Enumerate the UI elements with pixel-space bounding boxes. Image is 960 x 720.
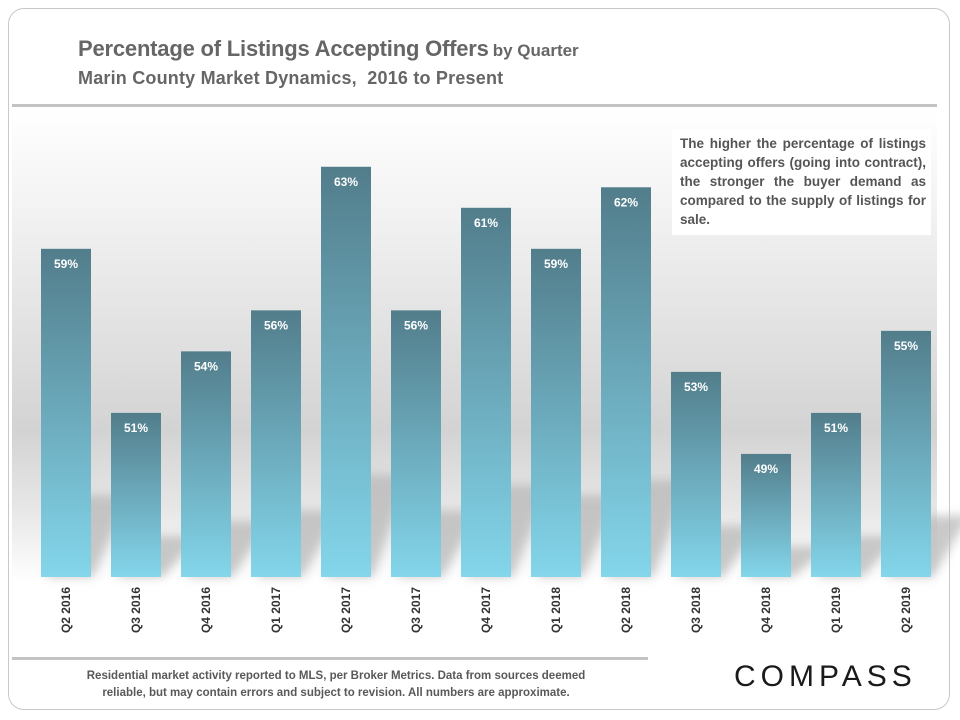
bar-q4-2016: [181, 351, 231, 577]
x-tick-label: Q4 2017: [479, 587, 493, 633]
footer-divider: [12, 657, 648, 660]
value-label: 62%: [614, 195, 638, 209]
value-label: 55%: [894, 339, 918, 353]
bar-q3-2016: [111, 412, 161, 577]
value-labels: 59% 51% 54% 56% 63% 56% 61% 59% 62% 53% 49% 51% 55%: [54, 175, 918, 476]
compass-logo: COMPASS: [734, 660, 917, 693]
x-tick-label: Q1 2017: [269, 587, 283, 633]
bar-q2-2017: [321, 166, 371, 577]
x-tick-label: Q4 2016: [199, 587, 213, 633]
footer-note: Residential market activity reported to …: [66, 668, 606, 702]
bars: [41, 166, 931, 578]
title-divider: [12, 104, 937, 107]
value-label: 51%: [824, 421, 848, 435]
x-tick-label: Q1 2019: [829, 587, 843, 633]
value-label: 49%: [754, 462, 778, 476]
value-label: 59%: [544, 257, 568, 271]
title-block: Percentage of Listings Accepting Offers b…: [78, 36, 579, 89]
bar-q1-2019: [811, 412, 861, 577]
bar-q2-2018: [601, 187, 651, 578]
value-label: 54%: [194, 359, 218, 373]
chart-title-line: Percentage of Listings Accepting Offers b…: [78, 36, 579, 62]
x-tick-label: Q2 2019: [899, 587, 913, 633]
x-tick-label: Q3 2017: [409, 587, 423, 633]
value-label: 56%: [264, 318, 288, 332]
x-tick-label: Q4 2018: [759, 587, 773, 633]
chart-subtitle: Marin County Market Dynamics, 2016 to Pr…: [78, 68, 504, 88]
x-tick-label: Q3 2016: [129, 587, 143, 633]
bar-q2-2016: [41, 248, 91, 577]
annotation-note: The higher the percentage of listings ac…: [672, 129, 931, 235]
value-label: 51%: [124, 421, 148, 435]
x-tick-label: Q1 2018: [549, 587, 563, 633]
x-axis-tick-labels: Q2 2016 Q3 2016 Q4 2016 Q1 2017 Q2 2017 Q3 20…: [59, 587, 913, 633]
x-tick-label: Q2 2018: [619, 587, 633, 633]
bar-q2-2019: [881, 330, 931, 577]
value-label: 61%: [474, 216, 498, 230]
value-label: 63%: [334, 175, 358, 189]
chart-title: Percentage of Listings Accepting Offers: [78, 36, 489, 61]
footer-note-line1: Residential market activity reported to …: [86, 670, 586, 682]
x-tick-label: Q2 2016: [59, 587, 73, 633]
bar-q3-2018: [671, 371, 721, 577]
value-label: 56%: [404, 318, 428, 332]
bar-q1-2017: [251, 310, 301, 577]
bar-q3-2017: [391, 310, 441, 577]
footer-note-line2: reliable, but may contain errors and sub…: [102, 687, 570, 699]
value-label: 53%: [684, 380, 708, 394]
x-tick-label: Q2 2017: [339, 587, 353, 633]
chart-title-suffix: by Quarter: [492, 41, 579, 60]
bar-q4-2018: [741, 453, 791, 577]
value-label: 59%: [54, 257, 78, 271]
bar-q1-2018: [531, 248, 581, 577]
bar-q4-2017: [461, 207, 511, 577]
x-tick-label: Q3 2018: [689, 587, 703, 633]
